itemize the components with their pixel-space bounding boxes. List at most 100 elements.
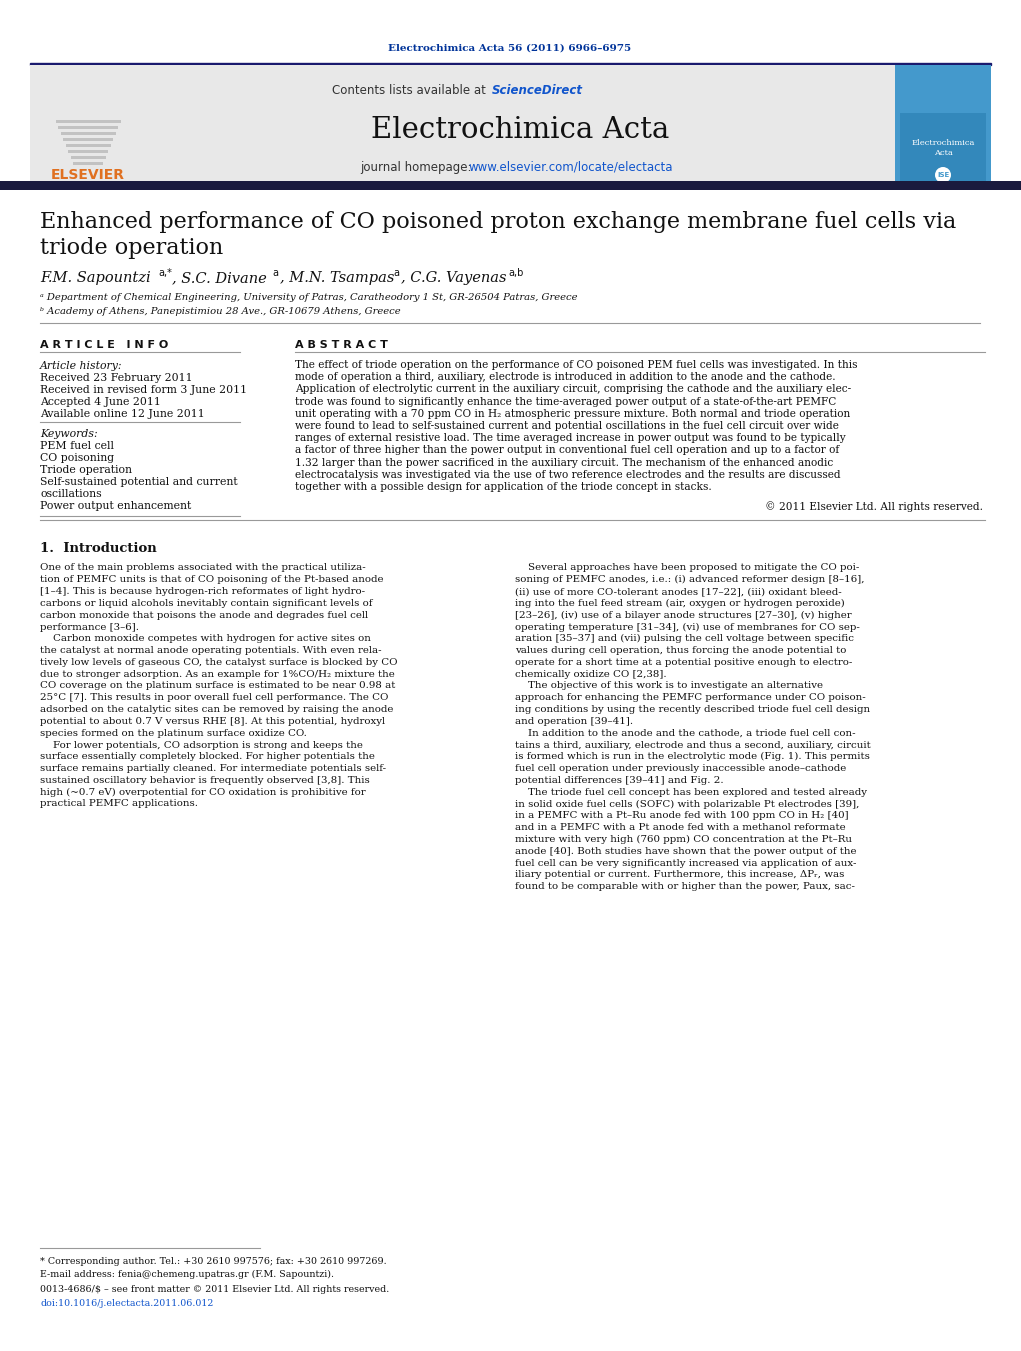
- Text: Keywords:: Keywords:: [40, 430, 98, 439]
- Text: surface remains partially cleaned. For intermediate potentials self-: surface remains partially cleaned. For i…: [40, 765, 386, 773]
- Text: in a PEMFC with a Pt–Ru anode fed with 100 ppm CO in H₂ [40]: in a PEMFC with a Pt–Ru anode fed with 1…: [515, 812, 848, 820]
- Text: the catalyst at normal anode operating potentials. With even rela-: the catalyst at normal anode operating p…: [40, 646, 382, 655]
- Text: electrocatalysis was investigated via the use of two reference electrodes and th: electrocatalysis was investigated via th…: [295, 470, 840, 480]
- Text: ISE: ISE: [937, 172, 950, 178]
- Text: a: a: [272, 267, 278, 278]
- Text: F.M. Sapountzi: F.M. Sapountzi: [40, 272, 151, 285]
- Bar: [71, 155, 106, 159]
- Bar: [895, 65, 991, 185]
- Text: triode operation: triode operation: [40, 236, 224, 259]
- Text: mode of operation a third, auxiliary, electrode is introduced in addition to the: mode of operation a third, auxiliary, el…: [295, 372, 835, 382]
- Text: Application of electrolytic current in the auxiliary circuit, comprising the cat: Application of electrolytic current in t…: [295, 385, 852, 394]
- Circle shape: [935, 168, 951, 182]
- Bar: [58, 126, 118, 128]
- Text: values during cell operation, thus forcing the anode potential to: values during cell operation, thus forci…: [515, 646, 846, 655]
- Bar: [0, 181, 1021, 190]
- Text: found to be comparable with or higher than the power, Paux, sac-: found to be comparable with or higher th…: [515, 882, 855, 892]
- Bar: [56, 120, 121, 123]
- Text: 25°C [7]. This results in poor overall fuel cell performance. The CO: 25°C [7]. This results in poor overall f…: [40, 693, 388, 703]
- Text: [1–4]. This is because hydrogen-rich reformates of light hydro-: [1–4]. This is because hydrogen-rich ref…: [40, 588, 366, 596]
- Text: Enhanced performance of CO poisoned proton exchange membrane fuel cells via: Enhanced performance of CO poisoned prot…: [40, 211, 957, 232]
- Text: For lower potentials, CO adsorption is strong and keeps the: For lower potentials, CO adsorption is s…: [40, 740, 362, 750]
- Text: Received 23 February 2011: Received 23 February 2011: [40, 373, 193, 382]
- Bar: [63, 138, 113, 141]
- Bar: [68, 150, 108, 153]
- Text: anode [40]. Both studies have shown that the power output of the: anode [40]. Both studies have shown that…: [515, 847, 857, 855]
- Text: ing conditions by using the recently described triode fuel cell design: ing conditions by using the recently des…: [515, 705, 870, 715]
- Text: , S.C. Divane: , S.C. Divane: [172, 272, 266, 285]
- Text: fuel cell operation under previously inaccessible anode–cathode: fuel cell operation under previously ina…: [515, 765, 846, 773]
- Text: tion of PEMFC units is that of CO poisoning of the Pt-based anode: tion of PEMFC units is that of CO poison…: [40, 576, 384, 584]
- Text: The triode fuel cell concept has been explored and tested already: The triode fuel cell concept has been ex…: [515, 788, 867, 797]
- Text: operating temperature [31–34], (vi) use of membranes for CO sep-: operating temperature [31–34], (vi) use …: [515, 623, 860, 631]
- Text: is formed which is run in the electrolytic mode (Fig. 1). This permits: is formed which is run in the electrolyt…: [515, 753, 870, 762]
- Text: a,*: a,*: [158, 267, 172, 278]
- Bar: [66, 145, 111, 147]
- Text: fuel cell can be very significantly increased via application of aux-: fuel cell can be very significantly incr…: [515, 858, 857, 867]
- Text: CO coverage on the platinum surface is estimated to be near 0.98 at: CO coverage on the platinum surface is e…: [40, 681, 395, 690]
- Text: tains a third, auxiliary, electrode and thus a second, auxiliary, circuit: tains a third, auxiliary, electrode and …: [515, 740, 871, 750]
- Text: in solid oxide fuel cells (SOFC) with polarizable Pt electrodes [39],: in solid oxide fuel cells (SOFC) with po…: [515, 800, 860, 808]
- Bar: [900, 113, 986, 182]
- Text: Power output enhancement: Power output enhancement: [40, 501, 191, 511]
- Text: a: a: [393, 267, 399, 278]
- Bar: [30, 63, 991, 65]
- Text: Electrochimica Acta 56 (2011) 6966–6975: Electrochimica Acta 56 (2011) 6966–6975: [388, 43, 632, 53]
- Text: doi:10.1016/j.electacta.2011.06.012: doi:10.1016/j.electacta.2011.06.012: [40, 1300, 213, 1309]
- Text: A R T I C L E   I N F O: A R T I C L E I N F O: [40, 340, 168, 350]
- Bar: [155, 65, 895, 185]
- Text: ranges of external resistive load. The time averaged increase in power output wa: ranges of external resistive load. The t…: [295, 434, 845, 443]
- Text: , C.G. Vayenas: , C.G. Vayenas: [401, 272, 506, 285]
- Text: chemically oxidize CO [2,38].: chemically oxidize CO [2,38].: [515, 670, 667, 678]
- Text: high (~0.7 eV) overpotential for CO oxidation is prohibitive for: high (~0.7 eV) overpotential for CO oxid…: [40, 788, 366, 797]
- Text: due to stronger adsorption. As an example for 1%CO/H₂ mixture the: due to stronger adsorption. As an exampl…: [40, 670, 395, 678]
- Text: Electrochimica
Acta: Electrochimica Acta: [912, 139, 975, 157]
- Text: a factor of three higher than the power output in conventional fuel cell operati: a factor of three higher than the power …: [295, 446, 839, 455]
- Text: ing into the fuel feed stream (air, oxygen or hydrogen peroxide): ing into the fuel feed stream (air, oxyg…: [515, 598, 844, 608]
- Text: iliary potential or current. Furthermore, this increase, ΔPᵣ, was: iliary potential or current. Furthermore…: [515, 870, 844, 880]
- Text: 1.  Introduction: 1. Introduction: [40, 542, 157, 554]
- Text: www.elsevier.com/locate/electacta: www.elsevier.com/locate/electacta: [468, 161, 673, 173]
- Text: and in a PEMFC with a Pt anode fed with a methanol reformate: and in a PEMFC with a Pt anode fed with …: [515, 823, 845, 832]
- Text: carbons or liquid alcohols inevitably contain significant levels of: carbons or liquid alcohols inevitably co…: [40, 598, 373, 608]
- Text: * Corresponding author. Tel.: +30 2610 997576; fax: +30 2610 997269.: * Corresponding author. Tel.: +30 2610 9…: [40, 1256, 387, 1266]
- Text: , M.N. Tsampas: , M.N. Tsampas: [280, 272, 394, 285]
- Text: [23–26], (iv) use of a bilayer anode structures [27–30], (v) higher: [23–26], (iv) use of a bilayer anode str…: [515, 611, 852, 620]
- Text: The effect of triode operation on the performance of CO poisoned PEM fuel cells : The effect of triode operation on the pe…: [295, 359, 858, 370]
- Text: together with a possible design for application of the triode concept in stacks.: together with a possible design for appl…: [295, 482, 712, 492]
- Text: performance [3–6].: performance [3–6].: [40, 623, 139, 631]
- Text: PEM fuel cell: PEM fuel cell: [40, 440, 114, 451]
- Text: a,b: a,b: [508, 267, 524, 278]
- Text: potential to about 0.7 V versus RHE [8]. At this potential, hydroxyl: potential to about 0.7 V versus RHE [8].…: [40, 717, 385, 725]
- Text: species formed on the platinum surface oxidize CO.: species formed on the platinum surface o…: [40, 728, 307, 738]
- Text: CO poisoning: CO poisoning: [40, 453, 114, 463]
- Text: Accepted 4 June 2011: Accepted 4 June 2011: [40, 397, 161, 407]
- Text: In addition to the anode and the cathode, a triode fuel cell con-: In addition to the anode and the cathode…: [515, 728, 856, 738]
- Text: One of the main problems associated with the practical utiliza-: One of the main problems associated with…: [40, 563, 366, 573]
- Text: Carbon monoxide competes with hydrogen for active sites on: Carbon monoxide competes with hydrogen f…: [40, 635, 371, 643]
- Text: ScienceDirect: ScienceDirect: [492, 84, 583, 96]
- Text: Received in revised form 3 June 2011: Received in revised form 3 June 2011: [40, 385, 247, 394]
- Text: A B S T R A C T: A B S T R A C T: [295, 340, 388, 350]
- Text: 1.32 larger than the power sacrificed in the auxiliary circuit. The mechanism of: 1.32 larger than the power sacrificed in…: [295, 458, 833, 467]
- Text: ᵃ Department of Chemical Engineering, University of Patras, Caratheodory 1 St, G: ᵃ Department of Chemical Engineering, Un…: [40, 293, 578, 303]
- Text: 0013-4686/$ – see front matter © 2011 Elsevier Ltd. All rights reserved.: 0013-4686/$ – see front matter © 2011 El…: [40, 1286, 389, 1294]
- Text: oscillations: oscillations: [40, 489, 102, 499]
- Text: (ii) use of more CO-tolerant anodes [17–22], (iii) oxidant bleed-: (ii) use of more CO-tolerant anodes [17–…: [515, 588, 841, 596]
- Text: surface essentially completely blocked. For higher potentials the: surface essentially completely blocked. …: [40, 753, 375, 762]
- Bar: [72, 162, 103, 165]
- Text: potential differences [39–41] and Fig. 2.: potential differences [39–41] and Fig. 2…: [515, 775, 724, 785]
- Text: © 2011 Elsevier Ltd. All rights reserved.: © 2011 Elsevier Ltd. All rights reserved…: [765, 501, 983, 512]
- Text: Self-sustained potential and current: Self-sustained potential and current: [40, 477, 238, 486]
- Bar: [30, 65, 155, 185]
- Text: unit operating with a 70 ppm CO in H₂ atmospheric pressure mixture. Both normal : unit operating with a 70 ppm CO in H₂ at…: [295, 409, 850, 419]
- Text: ELSEVIER: ELSEVIER: [51, 168, 125, 182]
- Text: Triode operation: Triode operation: [40, 465, 132, 476]
- Text: E-mail address: fenia@chemeng.upatras.gr (F.M. Sapountzi).: E-mail address: fenia@chemeng.upatras.gr…: [40, 1270, 334, 1278]
- Text: adsorbed on the catalytic sites can be removed by raising the anode: adsorbed on the catalytic sites can be r…: [40, 705, 393, 715]
- Text: mixture with very high (760 ppm) CO concentration at the Pt–Ru: mixture with very high (760 ppm) CO conc…: [515, 835, 852, 844]
- Text: Available online 12 June 2011: Available online 12 June 2011: [40, 409, 205, 419]
- Text: were found to lead to self-sustained current and potential oscillations in the f: were found to lead to self-sustained cur…: [295, 422, 839, 431]
- Text: aration [35–37] and (vii) pulsing the cell voltage between specific: aration [35–37] and (vii) pulsing the ce…: [515, 634, 854, 643]
- Text: and operation [39–41].: and operation [39–41].: [515, 717, 633, 725]
